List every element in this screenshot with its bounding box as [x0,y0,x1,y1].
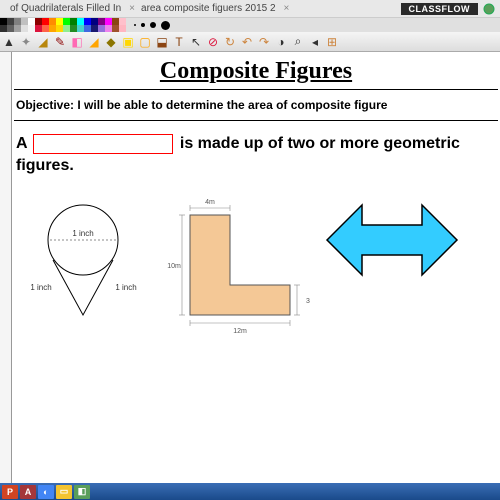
tab-2-close-icon[interactable]: × [284,3,290,14]
pointer-icon[interactable]: ▲ [2,35,16,49]
fill-icon[interactable]: ▣ [121,35,135,49]
svg-text:3m: 3m [306,298,310,305]
svg-text:1 inch: 1 inch [30,283,51,292]
color-swatch[interactable] [84,25,91,32]
objective-text: Objective: I will be able to determine t… [14,94,498,116]
color-swatch[interactable] [49,25,56,32]
svg-text:10m: 10m [167,263,181,270]
color-swatch[interactable] [91,18,98,25]
color-swatch[interactable] [7,25,14,32]
color-swatch[interactable] [63,18,70,25]
vertical-ruler [0,52,12,483]
color-swatch[interactable] [105,25,112,32]
color-swatch[interactable] [28,18,35,25]
toolbar: ▲✦◢✎◧◢◆▣▢⬓T↖⊘↻↶↷◑⌕◂⊞ [0,32,500,52]
color-swatch[interactable] [77,25,84,32]
color-swatch[interactable] [49,18,56,25]
color-swatch[interactable] [42,25,49,32]
brush-sizes [126,18,178,32]
color-swatch[interactable] [63,25,70,32]
figures-area: 1 inch 1 inch 1 inch 4m 10m 3m 12m [14,182,498,348]
brush-size-dot[interactable] [134,24,136,26]
color-swatch[interactable] [0,18,7,25]
taskbar-chrome-icon[interactable]: ◐ [38,485,54,499]
color-swatch[interactable] [119,18,126,25]
grid-icon[interactable]: ⊞ [325,35,339,49]
svg-text:4m: 4m [205,199,215,206]
svg-text:12m: 12m [233,328,247,335]
tab-1[interactable]: of Quadrilaterals Filled In [4,3,127,14]
zoom-icon[interactable]: ⌕ [291,35,305,49]
color-swatch[interactable] [98,25,105,32]
color-swatch[interactable] [105,18,112,25]
app-window: of Quadrilaterals Filled In × area compo… [0,0,500,483]
fill-sentence: A is made up of two or more geometric fi… [14,125,498,182]
sentence-part-a: A [16,135,27,152]
color-swatch[interactable] [14,18,21,25]
rotate-left-icon[interactable]: ↶ [240,35,254,49]
color-swatch[interactable] [35,25,42,32]
teardrop-figure: 1 inch 1 inch 1 inch [18,190,148,330]
color-palette [0,18,500,32]
color-swatch[interactable] [84,18,91,25]
content-area: Composite Figures Objective: I will be a… [0,52,500,483]
ruler-tool-icon[interactable]: ◢ [36,35,50,49]
taskbar: PA◐▭◧ [0,483,500,500]
arrow-figure [322,190,462,290]
globe-icon[interactable] [482,2,496,16]
taskbar-powerpoint-icon[interactable]: P [2,485,18,499]
color-swatch[interactable] [119,25,126,32]
color-swatch[interactable] [28,25,35,32]
blank-input-box[interactable] [33,134,173,154]
taskbar-access-icon[interactable]: A [20,485,36,499]
divider-2 [14,120,498,121]
color-swatch[interactable] [70,25,77,32]
color-swatch[interactable] [7,18,14,25]
brush-size-dot[interactable] [150,22,156,28]
taskbar-app-icon[interactable]: ◧ [74,485,90,499]
magic-icon[interactable]: ✦ [19,35,33,49]
color-swatch[interactable] [77,18,84,25]
taskbar-folder-icon[interactable]: ▭ [56,485,72,499]
brush-size-dot[interactable] [161,21,170,30]
box-icon[interactable]: ▢ [138,35,152,49]
highlighter-icon[interactable]: ◢ [87,35,101,49]
text-icon[interactable]: T [172,35,186,49]
rotate-right-icon[interactable]: ↷ [257,35,271,49]
color-swatch[interactable] [112,18,119,25]
eraser-icon[interactable]: ◧ [70,35,84,49]
cursor2-icon[interactable]: ↖ [189,35,203,49]
reload-icon[interactable]: ⊘ [206,35,220,49]
color-swatch[interactable] [112,25,119,32]
page: Composite Figures Objective: I will be a… [12,52,500,483]
color-swatch[interactable] [35,18,42,25]
page-title: Composite Figures [14,58,498,85]
color-swatch[interactable] [91,25,98,32]
color-swatch[interactable] [56,18,63,25]
divider [14,89,498,90]
marker-icon[interactable]: ✎ [53,35,67,49]
color-swatch[interactable] [70,18,77,25]
color-swatch[interactable] [98,18,105,25]
color-swatch[interactable] [42,18,49,25]
contrast-icon[interactable]: ◑ [274,35,288,49]
color-swatch[interactable] [0,25,7,32]
brush-size-dot[interactable] [141,23,145,27]
svg-text:1 inch: 1 inch [115,283,136,292]
refresh-icon[interactable]: ↻ [223,35,237,49]
color-swatch[interactable] [56,25,63,32]
titlebar: of Quadrilaterals Filled In × area compo… [0,0,500,18]
shape-icon[interactable]: ◆ [104,35,118,49]
picker-icon[interactable]: ⬓ [155,35,169,49]
tab-2[interactable]: area composite figuers 2015 2 [135,3,282,14]
prev-icon[interactable]: ◂ [308,35,322,49]
l-shape-figure: 4m 10m 3m 12m [160,190,310,340]
color-swatch[interactable] [21,25,28,32]
color-swatch[interactable] [14,25,21,32]
svg-text:1 inch: 1 inch [72,229,93,238]
color-swatch[interactable] [21,18,28,25]
classflow-badge: CLASSFLOW [401,3,479,15]
